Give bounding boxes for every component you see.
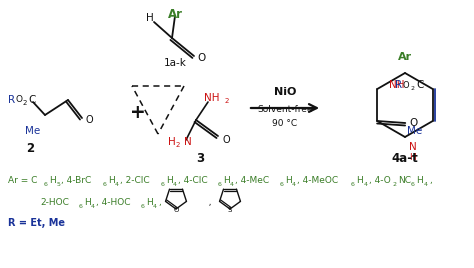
Text: 90 °C: 90 °C	[273, 120, 298, 128]
Text: 6: 6	[161, 181, 165, 187]
Text: 6: 6	[79, 203, 83, 209]
Text: O: O	[409, 118, 418, 128]
Text: N: N	[184, 137, 192, 147]
Text: H: H	[146, 198, 153, 207]
Text: , 2-ClC: , 2-ClC	[120, 176, 150, 185]
Text: 6: 6	[351, 181, 355, 187]
Text: H: H	[84, 198, 91, 207]
Text: ,: ,	[429, 176, 432, 185]
Text: 2-HOC: 2-HOC	[40, 198, 69, 207]
Text: 6: 6	[44, 181, 48, 187]
Text: R: R	[395, 80, 402, 90]
Text: , 4-HOC: , 4-HOC	[96, 198, 130, 207]
Text: O: O	[173, 207, 179, 213]
Text: H: H	[166, 176, 173, 185]
Text: Ar: Ar	[167, 8, 182, 21]
Text: H: H	[49, 176, 56, 185]
Text: R = Et, Me: R = Et, Me	[8, 218, 65, 228]
Text: 4: 4	[424, 181, 428, 187]
Text: NiO: NiO	[274, 87, 296, 97]
Text: , 4-BrC: , 4-BrC	[61, 176, 91, 185]
Text: NC: NC	[398, 176, 411, 185]
Text: , 4-O: , 4-O	[369, 176, 391, 185]
Text: 6: 6	[280, 181, 284, 187]
Text: Me: Me	[26, 126, 41, 136]
Text: N: N	[409, 142, 417, 152]
Text: R: R	[8, 95, 15, 105]
Text: 5: 5	[57, 181, 61, 187]
Text: H: H	[409, 152, 416, 162]
Text: H: H	[108, 176, 115, 185]
Text: 6: 6	[103, 181, 107, 187]
Text: 2: 2	[23, 100, 27, 106]
Text: 6: 6	[141, 203, 145, 209]
Text: ,: ,	[158, 198, 161, 207]
Text: 6: 6	[411, 181, 415, 187]
Text: H: H	[285, 176, 292, 185]
Text: 2: 2	[225, 98, 229, 104]
Text: +: +	[130, 102, 146, 121]
Text: Ar = C: Ar = C	[8, 176, 37, 185]
Text: 4a-t: 4a-t	[392, 151, 419, 165]
Text: , 4-MeOC: , 4-MeOC	[297, 176, 338, 185]
Text: Solvent-free: Solvent-free	[257, 106, 313, 114]
Text: 4: 4	[153, 203, 157, 209]
Text: C: C	[28, 95, 36, 105]
Text: S: S	[228, 207, 232, 213]
Text: O: O	[198, 53, 206, 63]
Text: 6: 6	[218, 181, 222, 187]
Text: 4: 4	[364, 181, 368, 187]
Text: 2: 2	[393, 181, 397, 187]
Text: C: C	[417, 80, 424, 90]
Text: ,: ,	[203, 198, 211, 207]
Text: , 4-MeC: , 4-MeC	[235, 176, 269, 185]
Text: 4: 4	[230, 181, 234, 187]
Text: Ar: Ar	[398, 52, 412, 62]
Text: H: H	[146, 13, 154, 23]
Text: 4: 4	[173, 181, 177, 187]
Text: H: H	[168, 137, 176, 147]
Text: O: O	[85, 115, 93, 125]
Text: NH: NH	[204, 93, 219, 103]
Text: , 4-ClC: , 4-ClC	[178, 176, 208, 185]
Text: 2: 2	[26, 142, 34, 154]
Text: O: O	[403, 80, 410, 90]
Text: 2: 2	[176, 142, 181, 148]
Text: NH: NH	[389, 80, 405, 90]
Text: 4: 4	[292, 181, 296, 187]
Text: H: H	[416, 176, 423, 185]
Text: 1a-k: 1a-k	[164, 58, 186, 68]
Text: H: H	[223, 176, 230, 185]
Text: 4: 4	[115, 181, 119, 187]
Text: H: H	[356, 176, 363, 185]
Text: Me: Me	[407, 126, 422, 136]
Text: O: O	[222, 135, 230, 145]
Text: O: O	[16, 95, 23, 105]
Text: 4: 4	[91, 203, 95, 209]
Text: 3: 3	[196, 151, 204, 165]
Text: 2: 2	[410, 85, 415, 91]
